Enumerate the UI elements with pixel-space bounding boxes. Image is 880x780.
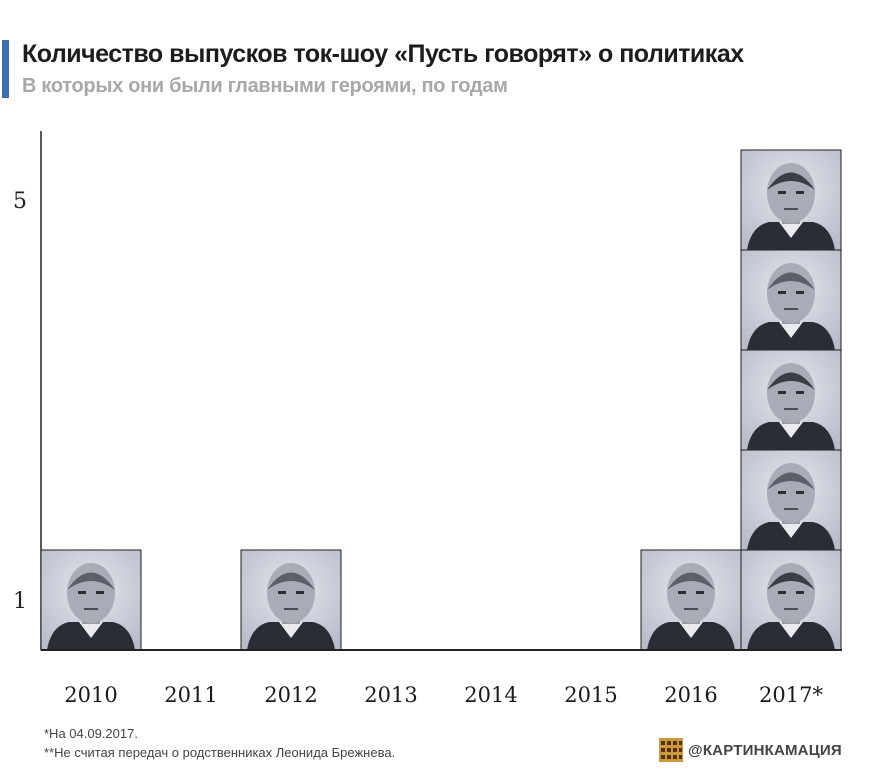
- brand-label: @КАРТИНКАМАЦИЯ: [688, 741, 842, 759]
- x-tick-label: 2011: [164, 683, 217, 707]
- brand-grid-icon: [659, 738, 683, 762]
- x-tick-label: 2016: [664, 683, 717, 707]
- footnote-exclusion: **Не считая передач о родственниках Леон…: [44, 745, 396, 760]
- chart-subtitle: В которых они были главными героями, по …: [22, 75, 508, 97]
- portrait-tile: [240, 549, 342, 651]
- portrait-tile: [740, 249, 842, 351]
- portrait-tile: [740, 149, 842, 251]
- portrait-tile: [640, 549, 742, 651]
- y-tick-label: 1: [13, 589, 27, 614]
- title-accent-bar: [2, 40, 9, 98]
- x-tick-label: 2017*: [759, 683, 823, 707]
- x-tick-label: 2013: [364, 683, 417, 707]
- portrait-tile: [740, 549, 842, 651]
- x-tick-label: 2015: [564, 683, 617, 707]
- chart-title: Количество выпусков ток-шоу «Пусть говор…: [22, 40, 744, 68]
- portrait-tile: [740, 449, 842, 551]
- brand-logo: @КАРТИНКАМАЦИЯ: [659, 737, 842, 763]
- portrait-tile: [740, 349, 842, 451]
- x-tick-label: 2010: [64, 683, 117, 707]
- x-tick-label: 2012: [264, 683, 317, 707]
- y-tick-label: 5: [13, 189, 27, 214]
- x-tick-label: 2014: [464, 683, 517, 707]
- footnote-date: *На 04.09.2017.: [44, 726, 138, 741]
- portrait-tile: [40, 549, 142, 651]
